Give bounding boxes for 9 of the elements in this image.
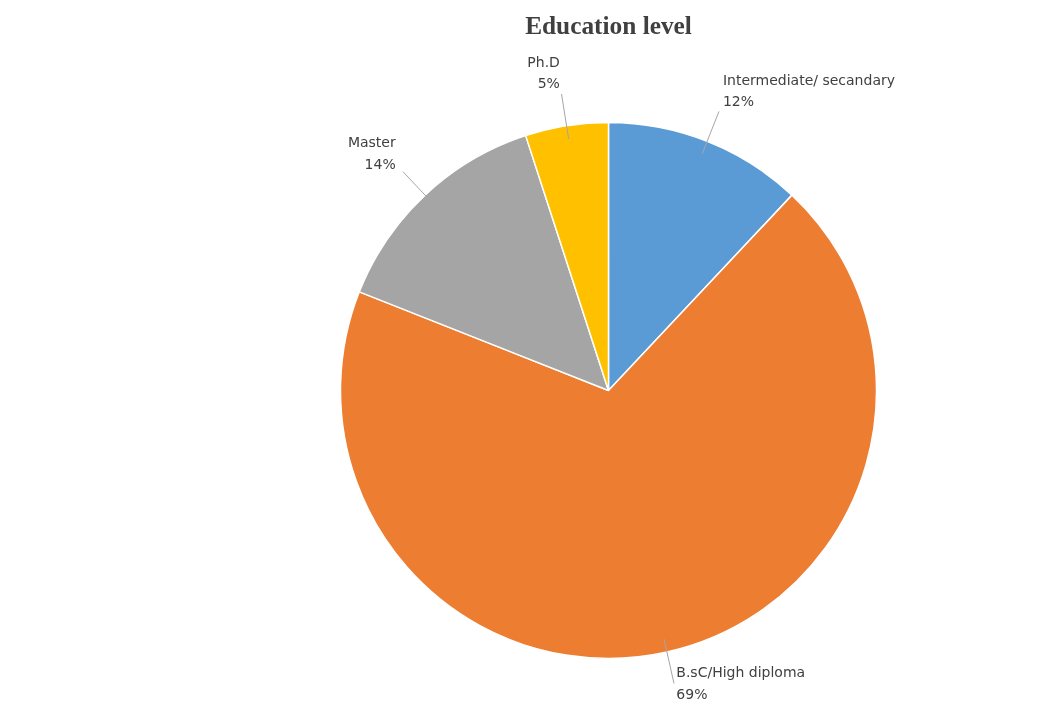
data-label: 14% [364,155,396,172]
data-label: 12% [722,93,755,110]
slice-label: Master [347,134,396,151]
slice-label: B.sC/High diploma [676,664,806,681]
data-label: 69% [676,685,708,702]
chart-title: Education level [525,10,692,39]
slice-label: Ph.D [527,54,560,71]
data-label: 5% [537,75,560,92]
slice-label: Intermediate/ secandary [722,72,896,89]
